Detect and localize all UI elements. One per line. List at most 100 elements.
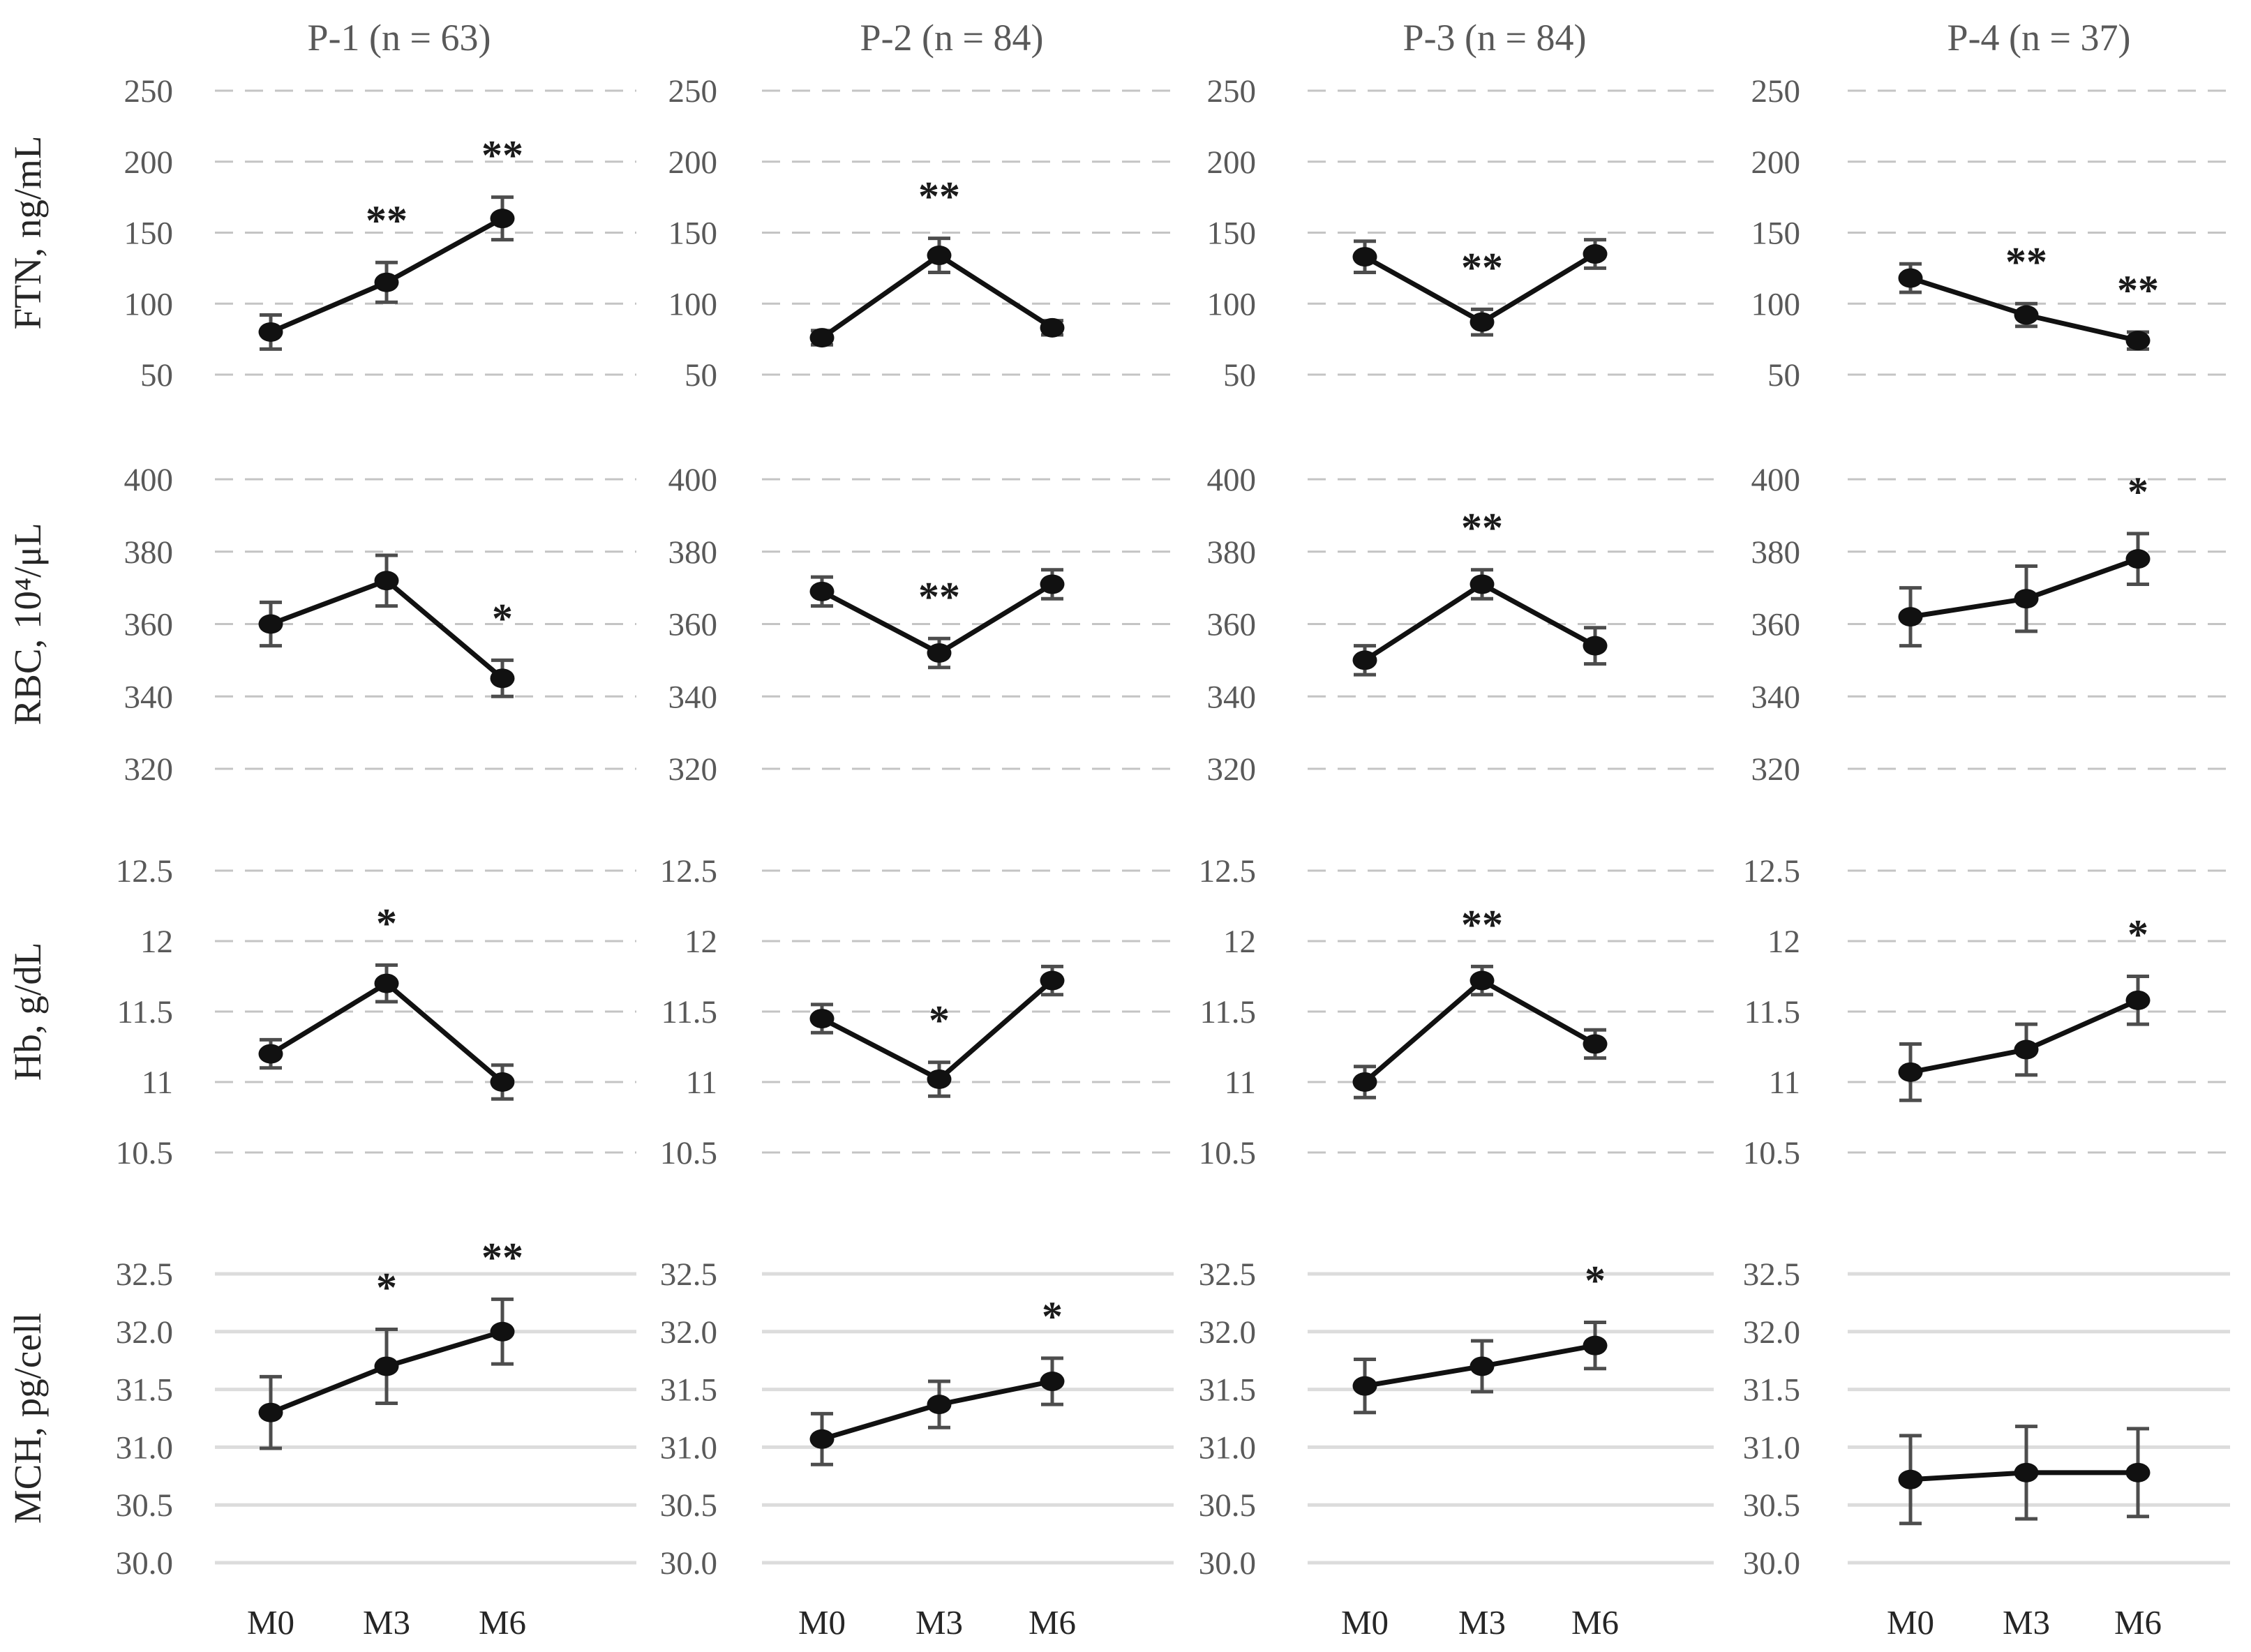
y-tick-label: 360 <box>124 607 174 643</box>
y-tick-label: 12 <box>1223 924 1256 960</box>
panel-r1-c3: 250 200 150 100 50 ** <box>1207 73 1714 393</box>
sig-marker: ** <box>1461 244 1503 290</box>
y-tick-label: 100 <box>668 286 718 322</box>
y-tick-label: 150 <box>668 216 718 252</box>
y-tick-label: 11 <box>1225 1065 1256 1101</box>
y-tick-label: 31.5 <box>1743 1372 1800 1409</box>
y-tick-label: 30.5 <box>116 1487 173 1524</box>
y-tick-label: 11.5 <box>117 994 173 1030</box>
data-point <box>2125 549 2151 569</box>
y-axis-title: RBC, 10⁴/μL <box>6 523 49 725</box>
y-tick-label: 10.5 <box>1199 1135 1256 1171</box>
data-point <box>2014 1039 2039 1060</box>
panel-r3-c2: 12.5 12 11.5 11 10.5 * <box>660 853 1174 1171</box>
data-point <box>490 209 515 229</box>
panel-r2-c3: 400 380 360 340 320 ** <box>1207 462 1714 788</box>
data-point <box>809 581 835 601</box>
y-tick-label: 31.5 <box>116 1372 173 1409</box>
y-tick-label: 11.5 <box>661 994 717 1030</box>
y-tick-label: 380 <box>1207 534 1257 571</box>
panel-r2-c4: 400 380 360 340 320 * <box>1751 462 2230 788</box>
x-tick-label: M0 <box>1887 1603 1934 1642</box>
y-axis-title: MCH, pg/cell <box>6 1313 49 1524</box>
sig-marker: * <box>376 1264 397 1310</box>
panel-r3-c1: 12.5 12 11.5 11 10.5 * <box>116 853 636 1171</box>
panel-r4-c1: 32.532.031.531.030.530.0*** <box>116 1234 636 1582</box>
panel-r4-c3: 32.5 32.0 31.5 31.0 30.5 30.0 * <box>1199 1256 1714 1582</box>
data-point <box>1040 574 1065 594</box>
y-tick-label: 31.0 <box>1199 1429 1256 1466</box>
panel-r4-c4: 32.5 32.0 31.5 31.0 30.5 30.0 <box>1743 1256 2230 1582</box>
data-point <box>2125 331 2151 351</box>
sig-marker: ** <box>1461 505 1503 551</box>
data-point <box>1898 1062 1923 1082</box>
data-point <box>258 322 283 342</box>
data-point <box>490 1072 515 1092</box>
y-tick-label: 380 <box>124 534 174 571</box>
y-tick-label: 10.5 <box>116 1135 173 1171</box>
sig-marker: ** <box>918 573 960 620</box>
y-tick-label: 400 <box>1207 462 1257 498</box>
y-tick-label: 32.5 <box>660 1256 717 1293</box>
sig-marker: * <box>2127 469 2148 515</box>
data-point <box>2014 305 2039 325</box>
y-tick-label: 360 <box>668 607 718 643</box>
data-point <box>258 1402 283 1422</box>
y-tick-label: 320 <box>124 751 174 788</box>
data-point <box>1352 1072 1377 1092</box>
y-tick-label: 50 <box>1223 357 1256 393</box>
sig-marker: ** <box>366 197 407 243</box>
y-tick-label: 32.5 <box>1743 1256 1800 1293</box>
x-tick-label: M0 <box>1341 1603 1389 1642</box>
y-tick-label: 50 <box>140 357 173 393</box>
sig-marker: * <box>2127 912 2148 958</box>
data-point <box>374 571 399 591</box>
y-tick-label: 30.0 <box>1199 1545 1256 1582</box>
data-point <box>1040 1372 1065 1392</box>
sig-marker: * <box>376 900 397 946</box>
data-point <box>1583 1034 1608 1054</box>
data-point <box>927 643 952 663</box>
y-tick-label: 30.0 <box>1743 1545 1800 1582</box>
y-tick-label: 32.0 <box>116 1314 173 1351</box>
y-tick-label: 11.5 <box>1744 994 1800 1030</box>
y-tick-label: 31.0 <box>660 1429 717 1466</box>
y-tick-label: 200 <box>124 144 174 181</box>
data-point <box>1469 574 1495 594</box>
row-ftn: FTN, ng/mL 250 200 150 100 50 ** ** 250 200 150 100… <box>6 73 2230 393</box>
y-tick-label: 30.0 <box>660 1545 717 1582</box>
y-tick-label: 200 <box>668 144 718 181</box>
y-tick-label: 340 <box>1207 679 1257 715</box>
data-point <box>1469 1356 1495 1376</box>
y-tick-label: 11 <box>686 1065 717 1101</box>
sig-marker: ** <box>481 1234 523 1280</box>
data-point <box>374 973 399 993</box>
data-point <box>809 328 835 348</box>
y-tick-label: 340 <box>124 679 174 715</box>
sig-marker: * <box>929 998 950 1044</box>
data-point <box>809 1429 835 1449</box>
y-tick-label: 250 <box>124 73 174 110</box>
sig-marker: ** <box>481 133 523 179</box>
y-tick-label: 11.5 <box>1199 994 1256 1030</box>
data-point <box>490 668 515 689</box>
y-tick-label: 30.5 <box>1199 1487 1256 1524</box>
y-tick-label: 150 <box>124 216 174 252</box>
y-tick-label: 12 <box>685 924 717 960</box>
x-tick-label: M6 <box>1029 1603 1076 1642</box>
y-tick-label: 100 <box>1751 286 1801 322</box>
sig-marker: * <box>1042 1293 1063 1339</box>
data-point <box>1583 636 1608 656</box>
data-point <box>927 1395 952 1415</box>
panel-r3-c3: 12.5 12 11.5 11 10.5 ** <box>1199 853 1714 1171</box>
panel-r1-c1: 250 200 150 100 50 ** ** <box>124 73 636 393</box>
y-tick-label: 11 <box>1769 1065 1800 1101</box>
data-point <box>258 1044 283 1064</box>
y-tick-label: 30.5 <box>1743 1487 1800 1524</box>
y-tick-label: 32.0 <box>660 1314 717 1351</box>
y-tick-label: 400 <box>1751 462 1801 498</box>
data-point <box>1352 247 1377 267</box>
data-point <box>258 614 283 634</box>
y-tick-label: 12.5 <box>660 853 717 889</box>
